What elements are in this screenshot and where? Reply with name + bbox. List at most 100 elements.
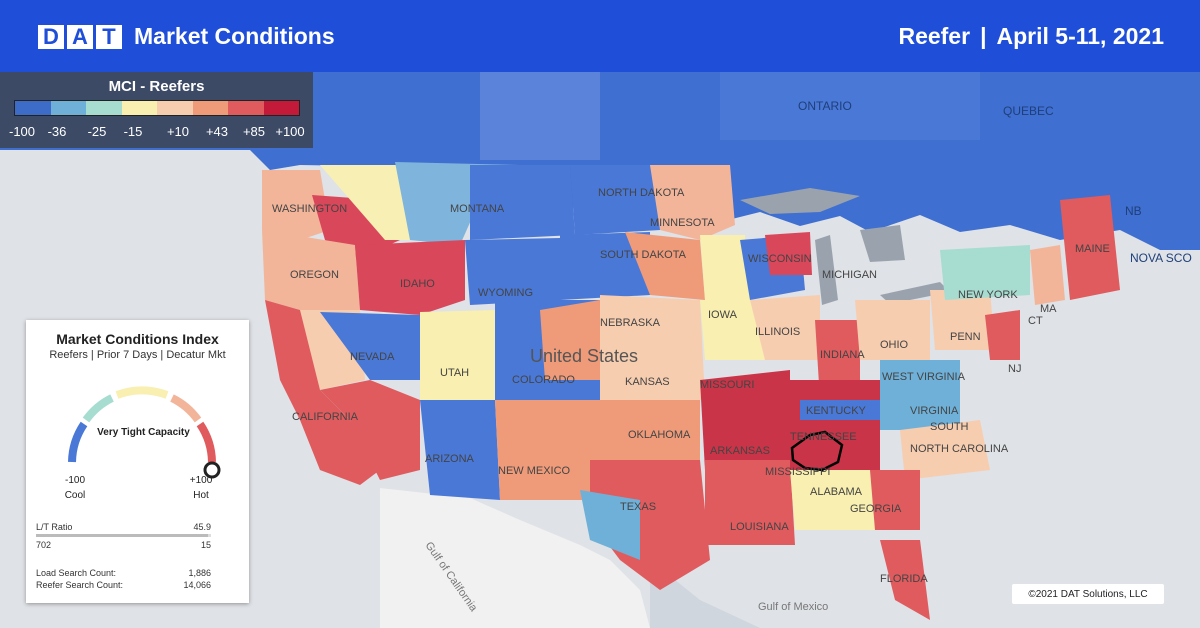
lake-michigan [815, 235, 838, 305]
label-penn: PENN [950, 331, 981, 343]
region-georgia [870, 470, 920, 530]
decatur-market-outline[interactable] [790, 430, 844, 472]
label-illinois: ILLINOIS [755, 326, 800, 338]
label-nebraska: NEBRASKA [600, 317, 661, 329]
label-quebec: QUEBEC [1003, 104, 1054, 118]
region-nevada [320, 312, 420, 380]
label-north-dakota: NORTH DAKOTA [598, 187, 685, 199]
label-ct: CT [1028, 315, 1043, 327]
mexico-land [380, 488, 650, 628]
region-north-dakota [570, 165, 660, 235]
region-wyoming [465, 238, 560, 305]
gauge-label: Very Tight Capacity [97, 427, 190, 438]
map-label-layer: ONTARIO QUEBEC NB NOVA SCO United States… [272, 99, 1192, 615]
legend-tick: -100 [8, 124, 36, 139]
region-texas [590, 460, 710, 590]
region-idaho-north [320, 165, 410, 240]
label-ohio: OHIO [880, 339, 909, 351]
label-arkansas: ARKANSAS [710, 445, 770, 457]
card-title: Market Conditions Index [56, 331, 219, 347]
gauge-segment [68, 421, 88, 463]
legend-tick: -25 [87, 124, 107, 139]
gauge-segment [115, 386, 169, 399]
label-virginia: VIRGINIA [910, 405, 959, 417]
logo-letter: T [96, 25, 122, 49]
label-west-virginia: WEST VIRGINIA [882, 371, 966, 383]
legend-title: MCI - Reefers [108, 78, 205, 95]
label-alabama: ALABAMA [810, 486, 863, 498]
label-oregon: OREGON [290, 269, 339, 281]
legend-color-scale [14, 100, 300, 116]
gauge-min-value: -100 [64, 475, 85, 486]
region-kansas [600, 295, 705, 400]
gauge-segment [170, 394, 202, 423]
lt-ratio-label: L/T Ratio [36, 522, 73, 532]
label-colorado: COLORADO [512, 374, 575, 386]
load-search-label: Load Search Count: [36, 568, 117, 578]
label-wisconsin: WISCONSIN [748, 253, 812, 265]
region-iowa [700, 300, 765, 360]
region-florida [880, 540, 930, 620]
loads-value: 702 [36, 540, 52, 550]
region-minnesota [650, 165, 735, 240]
label-south-dakota: SOUTH DAKOTA [600, 249, 687, 261]
label-indiana: INDIANA [820, 349, 865, 361]
region-iowa-north [700, 235, 750, 300]
label-iowa: IOWA [708, 309, 738, 321]
region-sd-east [625, 232, 705, 300]
legend-tick: +100 [275, 124, 305, 139]
trucks-value: 15 [200, 540, 211, 550]
legend-swatch [50, 101, 86, 115]
date-range: April 5-11, 2021 [996, 23, 1165, 49]
equipment-label: Reefer [898, 23, 971, 49]
label-new-mexico: NEW MEXICO [498, 465, 571, 477]
gauge-segment [196, 421, 216, 463]
us-market-regions [262, 162, 1120, 620]
region-alabama [790, 470, 880, 530]
region-ohio [855, 300, 930, 360]
legend-swatch [86, 101, 122, 115]
label-north-carolina: NORTH CAROLINA [910, 443, 1009, 455]
legend-tick: +43 [205, 124, 229, 139]
region-arizona [420, 400, 500, 500]
legend-swatch [228, 101, 264, 115]
region-california-south [320, 380, 420, 480]
region-illinois [750, 295, 820, 360]
canada-subregion [480, 72, 600, 160]
region-maine [1060, 195, 1120, 300]
region-wisconsin-east [765, 232, 812, 275]
legend-ticks: -100 -36 -25 -15 +10 +43 +85 +100 [0, 124, 313, 142]
label-nj: NJ [1008, 363, 1021, 375]
label-wyoming: WYOMING [478, 287, 533, 299]
region-utah [420, 310, 495, 400]
region-texas-west [580, 490, 640, 560]
card-subtitle: Reefers | Prior 7 Days | Decatur Mkt [49, 349, 226, 361]
label-florida: FLORIDA [880, 573, 928, 585]
lt-ratio-fill [36, 534, 208, 537]
gauge-segment [82, 394, 114, 423]
label-new-york: NEW YORK [958, 289, 1018, 301]
label-california: CALIFORNIA [292, 411, 359, 423]
region-tennessee-mississippi [790, 380, 880, 470]
label-minnesota: MINNESOTA [650, 217, 715, 229]
region-kentucky [800, 400, 900, 420]
label-texas: TEXAS [620, 501, 656, 513]
dat-logo: D A T [38, 25, 124, 51]
label-georgia: GEORGIA [850, 503, 902, 515]
region-new-mexico [495, 400, 590, 500]
legend-tick: -36 [47, 124, 67, 139]
region-missouri-arkansas [700, 370, 790, 470]
label-gulf-of-mexico: Gulf of Mexico [758, 601, 828, 613]
legend-tick: -15 [123, 124, 143, 139]
region-colorado-east [540, 300, 605, 380]
page-title: Market Conditions [134, 23, 335, 49]
legend-swatch [15, 101, 51, 115]
region-new-york [940, 245, 1030, 300]
region-louisiana [705, 460, 795, 545]
region-montana-east [470, 165, 575, 240]
label-mississippi: MISSISSIPPI [765, 466, 830, 478]
label-missouri: MISSOURI [700, 379, 754, 391]
region-oklahoma [590, 400, 700, 460]
mci-gauge [68, 386, 221, 479]
gauge-min-label: Cool [64, 490, 86, 501]
